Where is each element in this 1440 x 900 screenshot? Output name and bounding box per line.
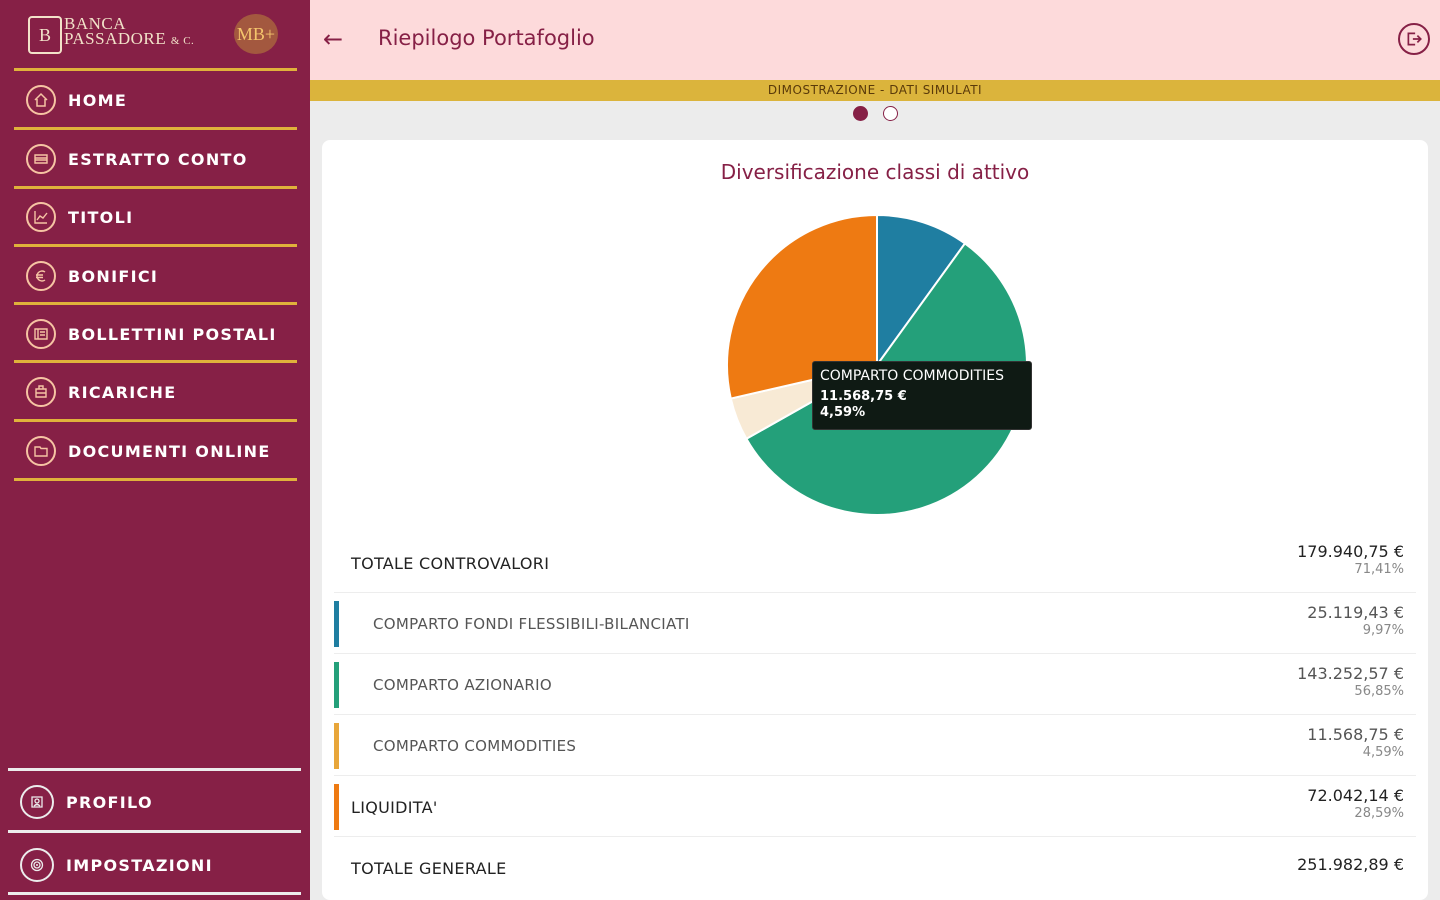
divider <box>14 360 297 363</box>
tooltip-value: 11.568,75 € <box>820 389 907 404</box>
folder-icon <box>26 436 56 466</box>
totale-controvalori-row[interactable]: TOTALE CONTROVALORI 179.940,75 € 71,41% <box>334 532 1416 593</box>
row-label: COMPARTO FONDI FLESSIBILI-BILANCIATI <box>373 615 690 633</box>
divider <box>8 768 301 771</box>
row-amount: 11.568,75 € <box>1307 725 1404 744</box>
list-item-commodities[interactable]: COMPARTO COMMODITIES 11.568,75 € 4,59% <box>334 715 1416 776</box>
top-bar: ← Riepilogo Portafoglio <box>310 0 1440 80</box>
sidebar-item-documenti-online[interactable]: DOCUMENTI ONLINE <box>14 422 297 480</box>
sidebar-item-profilo[interactable]: PROFILO <box>8 773 291 831</box>
color-bar <box>334 784 339 830</box>
row-percent: 71,41% <box>1354 562 1404 577</box>
divider <box>8 830 301 833</box>
sidebar-item-label: PROFILO <box>66 792 153 812</box>
mb-plus-badge: MB+ <box>234 14 278 54</box>
totale-generale-row[interactable]: TOTALE GENERALE 251.982,89 € <box>334 837 1416 897</box>
portfolio-card: Diversificazione classi di attivo COMPAR… <box>322 140 1428 900</box>
sidebar-item-bonifici[interactable]: BONIFICI <box>14 247 297 305</box>
pie-slice-0[interactable] <box>876 213 967 369</box>
sidebar-item-label: BONIFICI <box>68 266 159 286</box>
sidebar-item-home[interactable]: HOME <box>14 71 297 129</box>
sidebar-item-bollettini-postali[interactable]: BOLLETTINI POSTALI <box>14 305 297 363</box>
postal-icon <box>26 319 56 349</box>
topup-icon <box>26 377 56 407</box>
chart-title: Diversificazione classi di attivo <box>720 160 1030 184</box>
divider <box>14 419 297 422</box>
home-icon <box>26 85 56 115</box>
row-percent: 56,85% <box>1354 684 1404 699</box>
divider <box>8 892 301 895</box>
color-bar <box>334 601 339 647</box>
settings-icon <box>20 848 54 882</box>
sidebar-item-impostazioni[interactable]: IMPOSTAZIONI <box>8 836 291 894</box>
row-label: TOTALE CONTROVALORI <box>351 554 550 573</box>
bank-logo[interactable]: B BANCA PASSADORE & C. MB+ <box>28 12 288 58</box>
divider <box>14 68 297 71</box>
color-bar <box>334 723 339 769</box>
tooltip-percent: 4,59% <box>820 405 866 420</box>
bank-logo-text: BANCA PASSADORE & C. <box>64 14 195 49</box>
divider <box>14 244 297 247</box>
tooltip-name: COMPARTO COMMODITIES <box>820 368 1005 384</box>
logo-line1: BANCA <box>64 14 127 33</box>
row-label: LIQUIDITA' <box>351 798 438 817</box>
sidebar-item-label: BOLLETTINI POSTALI <box>68 324 277 344</box>
sidebar-item-label: RICARICHE <box>68 382 177 402</box>
euro-icon <box>26 261 56 291</box>
sidebar-item-titoli[interactable]: TITOLI <box>14 188 297 246</box>
demo-banner: DIMOSTRAZIONE - DATI SIMULATI <box>310 80 1440 101</box>
logout-icon[interactable] <box>1398 23 1430 55</box>
sidebar-item-label: TITOLI <box>68 207 134 227</box>
sidebar-item-label: DOCUMENTI ONLINE <box>68 441 271 461</box>
list-item-liquidita[interactable]: LIQUIDITA' 72.042,14 € 28,59% <box>334 776 1416 837</box>
divider <box>14 186 297 189</box>
row-label: COMPARTO COMMODITIES <box>373 737 577 755</box>
row-amount: 143.252,57 € <box>1297 664 1404 683</box>
pager-dot-inactive[interactable] <box>883 106 898 121</box>
sidebar: B BANCA PASSADORE & C. MB+ HOME ESTRATTO… <box>0 0 310 900</box>
chart-tooltip: COMPARTO COMMODITIES 11.568,75 € 4,59% <box>812 361 1032 430</box>
arrow-left-icon[interactable]: ← <box>322 25 344 53</box>
row-label: TOTALE GENERALE <box>351 859 507 878</box>
profile-icon <box>20 785 54 819</box>
sidebar-item-label: ESTRATTO CONTO <box>68 149 248 169</box>
divider <box>14 127 297 130</box>
row-amount: 251.982,89 € <box>1297 855 1404 874</box>
list-item-fondi[interactable]: COMPARTO FONDI FLESSIBILI-BILANCIATI 25.… <box>334 593 1416 654</box>
sidebar-item-label: IMPOSTAZIONI <box>66 855 213 875</box>
row-percent: 4,59% <box>1362 745 1404 760</box>
sidebar-item-estratto-conto[interactable]: ESTRATTO CONTO <box>14 130 297 188</box>
divider <box>14 302 297 305</box>
pie-slice-3[interactable] <box>726 213 878 400</box>
logo-line2: PASSADORE <box>64 29 167 48</box>
row-amount: 25.119,43 € <box>1307 603 1404 622</box>
row-amount: 179.940,75 € <box>1297 542 1404 561</box>
sidebar-item-label: HOME <box>68 90 128 110</box>
row-percent: 9,97% <box>1362 623 1404 638</box>
list-item-azionario[interactable]: COMPARTO AZIONARIO 143.252,57 € 56,85% <box>334 654 1416 715</box>
statement-icon <box>26 144 56 174</box>
divider <box>14 478 297 481</box>
sidebar-item-ricariche[interactable]: RICARICHE <box>14 363 297 421</box>
row-percent: 28,59% <box>1354 806 1404 821</box>
color-bar <box>334 662 339 708</box>
chart-line-icon <box>26 202 56 232</box>
page-title: Riepilogo Portafoglio <box>378 26 595 50</box>
bank-logo-mark-icon: B <box>28 16 62 54</box>
pager-dot-active[interactable] <box>853 106 868 121</box>
row-amount: 72.042,14 € <box>1307 786 1404 805</box>
logo-line2-suffix: & C. <box>170 35 195 47</box>
row-label: COMPARTO AZIONARIO <box>373 676 552 694</box>
